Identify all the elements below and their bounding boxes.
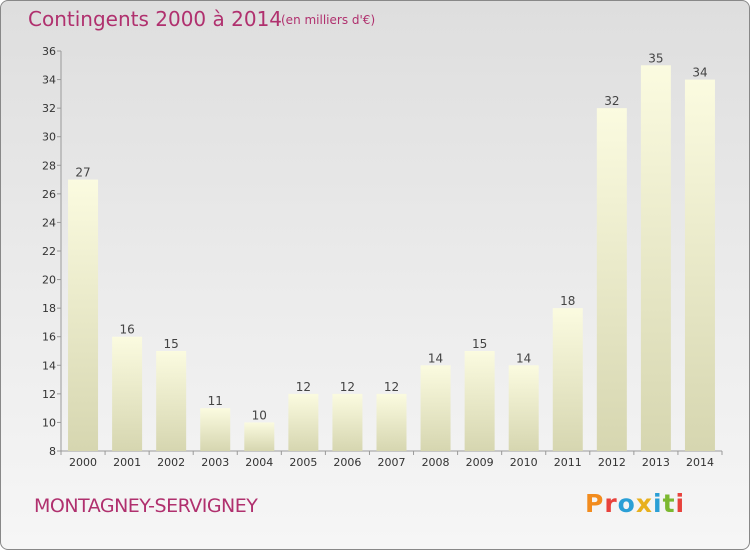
bar-2013	[640, 65, 671, 452]
x-tick-label: 2005	[289, 456, 317, 469]
data-label-2010: 14	[516, 351, 531, 365]
y-tick-label: 12	[42, 388, 56, 401]
place-name: MONTAGNEY-SERVIGNEY	[34, 495, 258, 517]
y-tick-label: 16	[42, 331, 56, 344]
x-tick-label: 2003	[201, 456, 229, 469]
x-tick-label: 2011	[554, 456, 582, 469]
data-label-2003: 11	[208, 394, 223, 408]
bar-2000	[68, 179, 99, 452]
x-tick-label: 2009	[466, 456, 494, 469]
y-tick-label: 14	[42, 359, 56, 372]
x-tick-label: 2008	[422, 456, 450, 469]
logo-letter: i	[653, 489, 663, 518]
y-tick-label: 22	[42, 245, 56, 258]
x-tick-label: 2012	[598, 456, 626, 469]
logo-letter: i	[675, 489, 686, 518]
x-tick-label: 2002	[157, 456, 185, 469]
logo-letter: t	[662, 489, 676, 518]
x-tick-label: 2007	[378, 456, 406, 469]
axes: 8 10 12 14 16 18 20 22 24 26 28 30 32 34 36 2000 2001 200…	[42, 45, 723, 469]
data-label-2005: 12	[296, 380, 311, 394]
x-tick-label: 2000	[69, 456, 97, 469]
bar-2004	[244, 422, 275, 451]
bar-2005	[288, 393, 319, 451]
y-tick-label: 32	[42, 102, 56, 115]
y-tick-label: 34	[42, 74, 56, 87]
data-label-2002: 15	[164, 337, 179, 351]
data-label-2013: 35	[648, 51, 663, 65]
bar-2008	[420, 365, 451, 451]
bar-2006	[332, 393, 363, 451]
data-label-2006: 12	[340, 380, 355, 394]
data-label-2009: 15	[472, 337, 487, 351]
x-tick-label: 2010	[510, 456, 538, 469]
logo-letter: r	[604, 489, 618, 518]
y-tick-label: 20	[42, 274, 56, 287]
bar-2001	[112, 336, 143, 451]
bar-2003	[200, 408, 231, 451]
proxiti-logo: Proxiti	[585, 489, 685, 518]
x-tick-label: 2013	[642, 456, 670, 469]
y-tick-label: 30	[42, 131, 56, 144]
bar-2014	[684, 79, 715, 452]
chart-subtitle: (en milliers d'€)	[281, 13, 376, 27]
data-label-2012: 32	[604, 94, 619, 108]
bar-2010	[508, 365, 539, 451]
data-label-2004: 10	[252, 408, 267, 422]
y-tick-label: 26	[42, 188, 56, 201]
bar-2002	[156, 351, 187, 451]
data-labels: 27 16 15 11 10 12 12 12 14 15 14 18 32 35 34	[75, 51, 707, 422]
x-tick-label: 2001	[113, 456, 141, 469]
x-tick-label: 2006	[333, 456, 361, 469]
y-tick-label: 10	[42, 416, 56, 429]
data-label-2011: 18	[560, 294, 575, 308]
bars	[68, 65, 715, 452]
bar-chart: 8 10 12 14 16 18 20 22 24 26 28 30 32 34 36 2000 2001 200…	[42, 45, 723, 469]
chart-title: Contingents 2000 à 2014	[28, 7, 283, 31]
data-label-2000: 27	[75, 166, 90, 180]
y-tick-label: 28	[42, 159, 56, 172]
bar-2012	[596, 108, 627, 452]
bar-2007	[376, 393, 407, 451]
bar-2011	[552, 308, 583, 451]
data-label-2014: 34	[692, 66, 707, 80]
y-tick-label: 18	[42, 302, 56, 315]
logo-letter: x	[635, 489, 653, 518]
x-tick-label: 2004	[245, 456, 273, 469]
data-label-2007: 12	[384, 380, 399, 394]
data-label-2001: 16	[119, 323, 134, 337]
x-tick-label: 2014	[686, 456, 714, 469]
bar-2009	[464, 351, 495, 451]
logo-letter: o	[617, 489, 636, 518]
data-label-2008: 14	[428, 351, 443, 365]
y-tick-label: 36	[42, 45, 56, 58]
y-tick-label: 24	[42, 216, 56, 229]
y-tick-label: 8	[49, 445, 56, 458]
logo-letter: P	[585, 489, 605, 518]
